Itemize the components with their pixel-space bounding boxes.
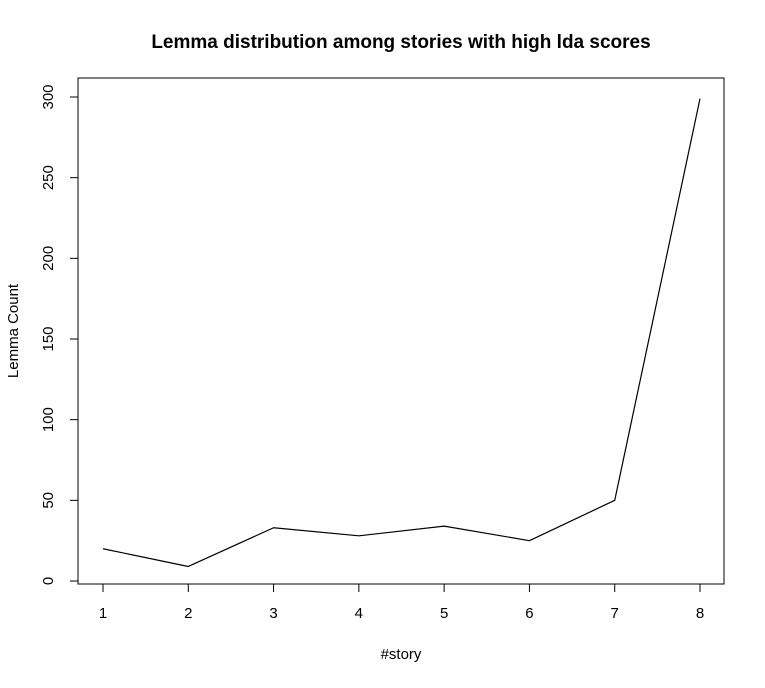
x-axis: 1 2 3 4 5 6 7 8 bbox=[99, 583, 704, 622]
y-tick-label: 150 bbox=[40, 326, 57, 351]
y-tick-label: 250 bbox=[40, 165, 57, 190]
x-tick-label: 4 bbox=[355, 605, 363, 622]
y-tick-label: 50 bbox=[40, 492, 57, 509]
y-tick-label: 200 bbox=[40, 246, 57, 271]
x-tick-label: 6 bbox=[525, 605, 533, 622]
x-tick-label: 5 bbox=[440, 605, 448, 622]
y-tick-label: 0 bbox=[40, 577, 57, 585]
x-tick-label: 8 bbox=[696, 605, 704, 622]
x-tick-label: 2 bbox=[184, 605, 192, 622]
plot-frame bbox=[77, 77, 725, 585]
x-axis-label: #story bbox=[381, 646, 422, 663]
y-tick-label: 300 bbox=[40, 84, 57, 109]
y-axis: 0 50 100 150 200 250 300 bbox=[40, 84, 79, 585]
x-tick-label: 1 bbox=[99, 605, 107, 622]
chart-title: Lemma distribution among stories with hi… bbox=[151, 32, 650, 53]
series-line bbox=[102, 98, 701, 568]
y-tick-label: 100 bbox=[40, 407, 57, 432]
x-tick-label: 3 bbox=[269, 605, 277, 622]
series-group bbox=[102, 98, 701, 568]
x-tick-label: 7 bbox=[611, 605, 619, 622]
y-axis-label: Lemma Count bbox=[5, 283, 22, 378]
